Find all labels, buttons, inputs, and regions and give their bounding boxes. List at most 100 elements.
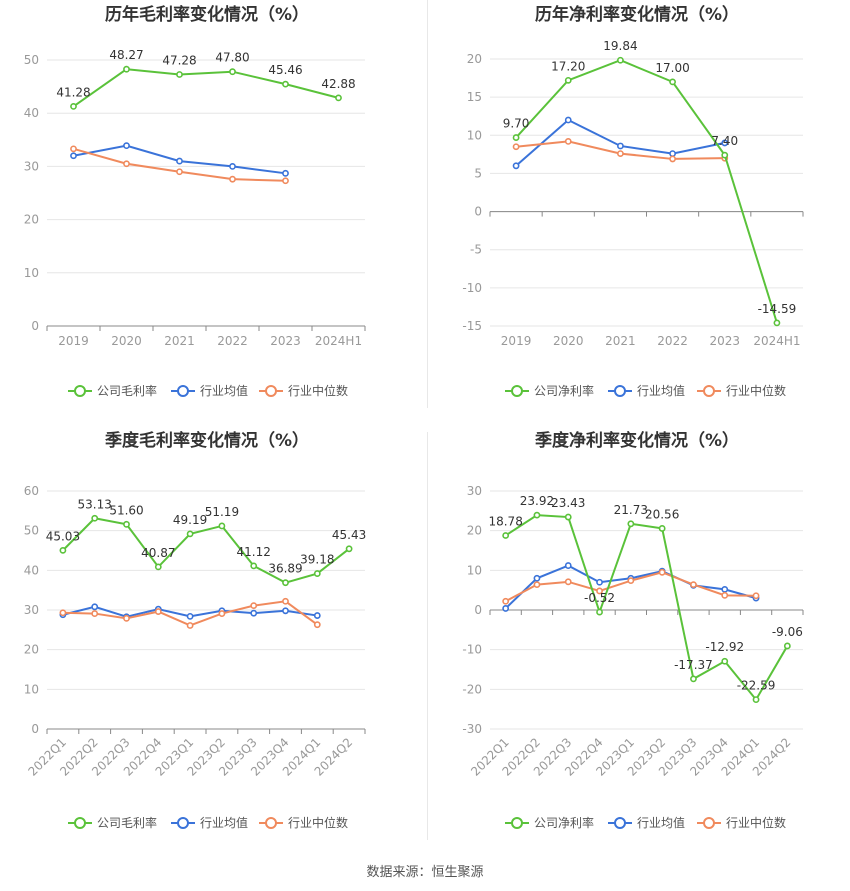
- data-point: [658, 525, 666, 532]
- series-line-0: [515, 59, 778, 324]
- data-point: [282, 607, 289, 615]
- chart-2: 历年净利率变化情况（%） -15 -10 -5 0 5 10 15 20 2019 2020 2021…: [462, 4, 804, 398]
- legend-marker: [614, 385, 626, 397]
- vertical-divider-bottom: [427, 432, 428, 840]
- data-point: [282, 579, 289, 587]
- series-line-0: [72, 68, 339, 108]
- data-label: 51.19: [205, 505, 239, 519]
- data-point: [502, 532, 510, 539]
- data-label: -17.37: [674, 658, 713, 672]
- data-point: [313, 621, 321, 629]
- data-point: [564, 76, 572, 84]
- legend-item-2: 行业中位数: [697, 815, 786, 830]
- data-point: [783, 642, 791, 650]
- data-point: [123, 614, 130, 622]
- x-tick-label: 2023: [270, 334, 301, 348]
- y-tick-label: 20: [467, 52, 482, 66]
- y-tick-label: 20: [467, 524, 482, 538]
- chart-title: 季度净利率变化情况（%）: [535, 430, 739, 451]
- y-tick-label: -15: [462, 319, 482, 333]
- y-tick-label: 50: [24, 524, 39, 538]
- chart-1: 历年毛利率变化情况（%） 0 10 20 30 40 50 2019 2020 2021 2022 2…: [24, 4, 366, 398]
- data-label: 17.20: [551, 59, 585, 73]
- y-tick-label: -20: [462, 682, 482, 696]
- x-tick-label: 2022: [217, 334, 248, 348]
- data-label: 41.12: [237, 545, 271, 559]
- legend-label: 行业中位数: [288, 383, 348, 398]
- data-point: [123, 65, 130, 73]
- data-point: [617, 142, 624, 150]
- data-point: [229, 68, 236, 76]
- data-label: 20.56: [645, 507, 679, 521]
- y-tick-label: 0: [31, 319, 39, 333]
- data-point: [669, 155, 676, 163]
- x-tick-label: 2024H1: [753, 334, 800, 348]
- data-label: 49.19: [173, 513, 207, 527]
- y-tick-label: 10: [24, 682, 39, 696]
- data-point: [282, 169, 289, 177]
- data-point: [617, 56, 624, 64]
- x-tick-label: 2021: [164, 334, 195, 348]
- chart-4: 季度净利率变化情况（%）-30-20-1001020302022Q12022Q2…: [462, 430, 804, 830]
- data-point: [627, 577, 635, 585]
- y-tick-label: 0: [474, 603, 482, 617]
- x-tick-label: 2023: [709, 334, 740, 348]
- legend-label: 行业中位数: [726, 815, 786, 830]
- data-point: [313, 570, 321, 577]
- legend-marker: [265, 385, 277, 397]
- data-label: -12.92: [705, 640, 744, 654]
- data-point: [773, 319, 781, 327]
- x-tick-label: 2020: [111, 334, 142, 348]
- data-label: 47.80: [215, 51, 249, 65]
- data-point: [596, 578, 603, 586]
- data-point: [176, 71, 183, 78]
- data-point: [250, 609, 258, 617]
- y-tick-label: 20: [24, 643, 39, 657]
- data-point: [502, 597, 510, 605]
- data-point: [123, 160, 130, 168]
- data-source-note: 数据来源：恒生聚源: [366, 865, 484, 880]
- data-point: [512, 134, 520, 141]
- y-tick-label: 40: [24, 106, 39, 120]
- legend-label: 行业中位数: [288, 815, 348, 830]
- data-point: [512, 143, 520, 151]
- x-tick-label: 2021: [605, 334, 636, 348]
- data-label: 7.40: [711, 134, 738, 148]
- y-tick-label: 15: [467, 90, 482, 104]
- legend-label: 公司毛利率: [97, 383, 157, 398]
- data-point: [70, 102, 77, 110]
- y-tick-label: -10: [462, 281, 482, 295]
- y-tick-label: -30: [462, 722, 482, 736]
- legend-marker: [74, 817, 86, 829]
- y-tick-label: 0: [31, 722, 39, 736]
- data-point: [176, 168, 183, 176]
- chart-title: 季度毛利率变化情况（%）: [105, 430, 309, 451]
- legend-marker: [703, 817, 715, 829]
- legend-item-1: 行业均值: [608, 815, 685, 830]
- data-point: [721, 591, 729, 599]
- data-label: -22.59: [737, 679, 776, 693]
- legend-marker: [703, 385, 715, 397]
- y-tick-label: 30: [467, 484, 482, 498]
- data-point: [70, 152, 77, 160]
- data-point: [70, 145, 77, 153]
- data-point: [669, 78, 676, 86]
- data-point: [313, 612, 321, 619]
- data-label: 36.89: [268, 562, 302, 576]
- data-label: -9.06: [772, 625, 803, 639]
- data-point: [721, 139, 729, 147]
- data-point: [218, 522, 226, 530]
- data-point: [229, 175, 236, 183]
- legend-item-0: 公司净利率: [505, 815, 594, 830]
- data-label: 39.18: [300, 553, 334, 567]
- data-label: 47.28: [162, 53, 196, 67]
- data-point: [721, 151, 729, 159]
- data-point: [564, 578, 572, 586]
- data-point: [617, 150, 624, 157]
- data-point: [186, 612, 194, 620]
- data-point: [345, 545, 353, 553]
- data-label: 23.92: [520, 494, 554, 508]
- data-label: 41.28: [56, 85, 90, 99]
- vertical-divider-top: [427, 0, 428, 408]
- series-line-0: [505, 514, 789, 702]
